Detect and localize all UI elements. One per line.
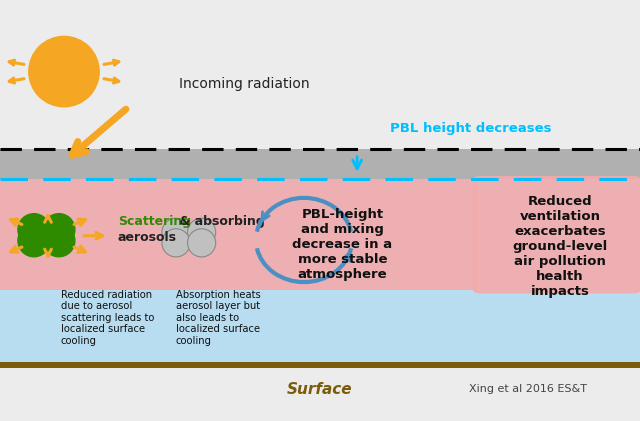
Text: PBL height decreases: PBL height decreases — [390, 122, 551, 135]
Bar — [0, 179, 640, 364]
Ellipse shape — [188, 229, 216, 257]
Bar — [0, 362, 640, 368]
Ellipse shape — [43, 214, 75, 246]
Text: Surface: Surface — [287, 382, 353, 397]
Text: Xing et al 2016 ES&T: Xing et al 2016 ES&T — [469, 384, 587, 394]
Text: Absorption heats
aerosol layer but
also leads to
localized surface
cooling: Absorption heats aerosol layer but also … — [176, 290, 260, 346]
Ellipse shape — [29, 36, 99, 107]
FancyBboxPatch shape — [472, 176, 640, 293]
Ellipse shape — [18, 214, 50, 246]
Text: & absorbing: & absorbing — [175, 215, 264, 227]
Ellipse shape — [162, 218, 190, 246]
Bar — [0, 179, 477, 290]
Ellipse shape — [162, 229, 190, 257]
Text: PBL-height
and mixing
decrease in a
more stable
atmosphere: PBL-height and mixing decrease in a more… — [292, 208, 392, 281]
Ellipse shape — [18, 225, 50, 257]
Text: Scattering: Scattering — [118, 215, 191, 227]
Text: Incoming radiation: Incoming radiation — [179, 77, 310, 91]
Text: aerosols: aerosols — [117, 231, 176, 243]
Text: Reduced
ventilation
exacerbates
ground-level
air pollution
health
impacts: Reduced ventilation exacerbates ground-l… — [513, 195, 607, 298]
Text: Reduced radiation
due to aerosol
scattering leads to
localized surface
cooling: Reduced radiation due to aerosol scatter… — [61, 290, 154, 346]
Ellipse shape — [43, 225, 75, 257]
Bar — [0, 149, 640, 179]
Ellipse shape — [188, 218, 216, 246]
